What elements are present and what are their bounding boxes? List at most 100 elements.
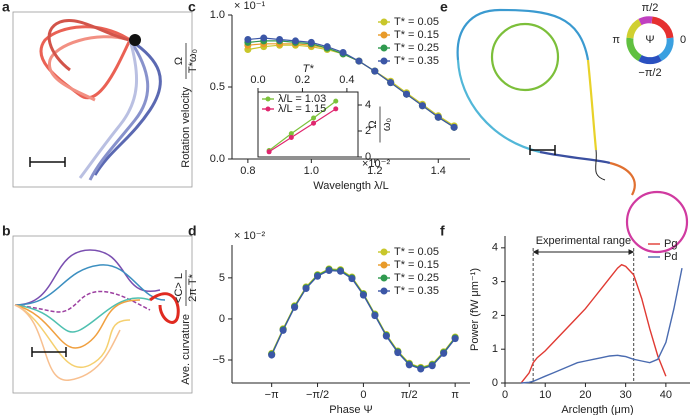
data-point [428,362,436,370]
data-point [266,149,272,155]
y-tick-label: 4 [492,242,498,254]
data-point [387,79,395,87]
x-tick-label: 0 [360,389,366,401]
panel-label: d [188,223,197,239]
x-tick-label: 0.2 [295,74,310,86]
wheel-label: π [612,34,620,46]
wheel-label: π/2 [642,2,659,14]
y-label-numerator: Ω [173,57,185,65]
y-tick-label: 2 [492,309,498,321]
series-line [521,267,683,384]
y-axis-label: Power (fW μm⁻¹) [469,268,481,351]
y-tick-label: 0 [219,313,225,325]
wheel-label: −π/2 [638,67,661,79]
data-point [418,102,426,110]
y-tick-label: 0 [365,151,371,163]
panel-label: e [440,0,448,15]
data-point [268,351,276,359]
legend-marker [380,18,388,26]
data-point [348,275,356,283]
legend-marker [380,31,388,39]
x-tick-label: 0.8 [240,165,255,177]
x-tick-label: π/2 [401,389,418,401]
data-point [355,57,363,65]
panel-b-image [12,235,193,394]
y-axis-label: Ave. curvature <C> L 2π T* [173,270,199,385]
data-point [336,267,344,275]
series-line [520,263,667,384]
y-tick-label: 3 [492,276,498,288]
legend-marker [265,96,271,102]
legend-label: T* = 0.25 [394,272,439,284]
data-point [440,349,448,357]
y-multiplier: × 10⁻¹ [234,0,266,12]
data-point [359,291,367,299]
data-point [311,115,317,121]
x-tick-label: 30 [620,389,632,401]
y-tick-label: 1.0 [210,9,225,21]
legend-marker [380,57,388,65]
data-point [288,135,294,140]
legend-label: λ/L = 1.03 [278,93,326,105]
legend-marker [265,106,271,112]
data-point [382,332,390,340]
y-label-denominator: 2π T* [187,273,199,301]
x-tick-label: 1.4 [431,165,446,177]
y-tick-label: 0 [492,377,498,389]
x-tick-label: 20 [579,389,591,401]
y-tick-label: 5 [219,272,225,284]
y-axis-label-text: Power (fW μm⁻¹) [469,268,481,351]
panel-label: a [2,0,10,15]
legend-marker [380,287,388,295]
legend-label: Pg [664,238,677,250]
legend-label: T* = 0.25 [394,42,439,54]
data-point [314,272,322,280]
legend-label: T* = 0.15 [394,29,439,41]
panel-e-image [456,8,689,254]
legend-marker [380,261,388,269]
data-point [291,37,299,45]
data-point [325,266,333,274]
legend-label: T* = 0.35 [394,285,439,297]
x-tick-label: 0.4 [339,74,354,86]
data-point [302,285,310,293]
data-point [291,303,299,311]
data-point [279,326,287,334]
y-axis-label: Rotation velocity Ω T*ω₀ [173,43,199,168]
y-label-numerator: <C> L [173,273,185,303]
series-line [268,100,337,151]
panel-label: c [188,0,196,15]
range-label: Experimental range [536,235,631,247]
data-point [405,361,413,369]
data-point [276,35,284,43]
y-axis-label-text: Rotation velocity [180,87,192,168]
y-tick-label: 1 [492,343,498,355]
legend-label: Pd [664,251,677,263]
x-tick-label: 40 [660,389,672,401]
data-point [434,113,442,121]
x-axis-label: Phase Ψ [329,404,372,415]
x-tick-label: π [451,389,459,401]
data-point [371,67,379,75]
legend-label: T* = 0.05 [394,16,439,28]
x-tick-label: 1.0 [304,165,319,177]
legend-marker [380,248,388,256]
y-tick-label: 0.0 [210,153,225,165]
x-tick-label: 0 [502,389,508,401]
wheel-label: 0 [680,34,686,46]
data-point [371,312,379,320]
y-label-denominator: ω₀ [381,118,393,131]
data-point [333,106,339,112]
legend-label: T* = 0.05 [394,246,439,258]
y-multiplier: × 10⁻² [234,230,266,242]
y-label-denominator: T*ω₀ [187,49,199,73]
y-axis-label-text: Ave. curvature [180,314,192,385]
legend-marker [380,274,388,282]
data-point [339,48,347,56]
y-tick-label: 4 [365,99,371,111]
x-tick-label: 0.0 [250,74,265,86]
legend-label: λ/L = 1.15 [278,103,326,115]
x-tick-label: −π/2 [306,389,329,401]
